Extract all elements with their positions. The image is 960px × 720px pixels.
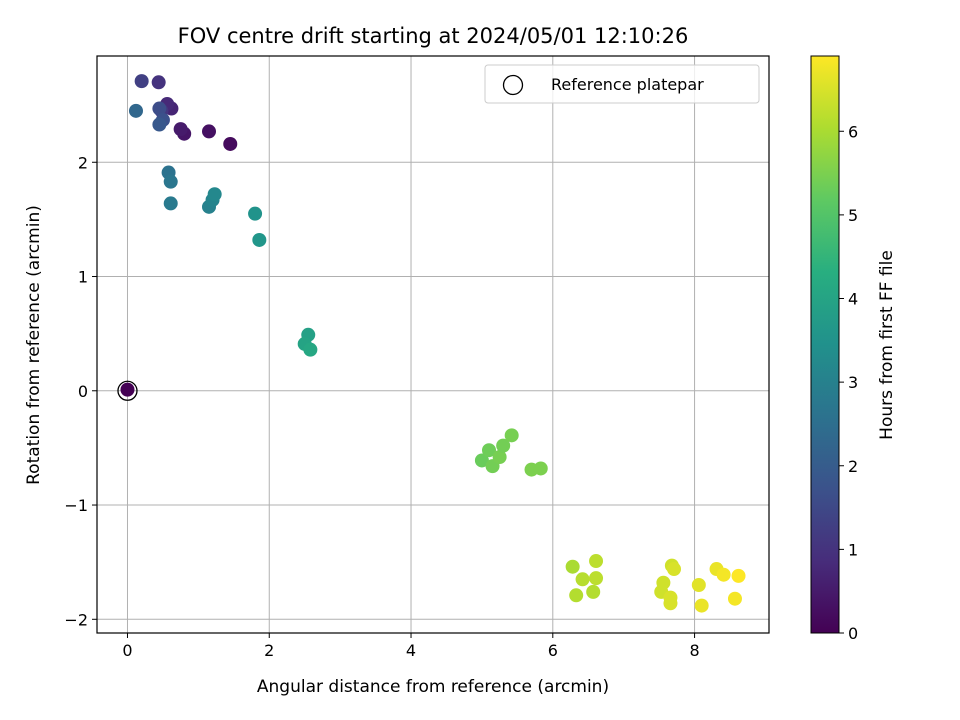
data-point bbox=[656, 575, 671, 590]
reference-platepar-marker bbox=[117, 380, 138, 401]
colorbar-tick-label: 1 bbox=[848, 540, 858, 559]
data-point bbox=[120, 382, 135, 397]
data-point bbox=[691, 578, 706, 593]
colorbar-tick-label: 0 bbox=[848, 624, 858, 643]
data-point bbox=[223, 136, 238, 151]
y-tick-label: 0 bbox=[78, 382, 88, 401]
data-point bbox=[152, 101, 167, 116]
data-point bbox=[575, 572, 590, 587]
colorbar-tick-label: 5 bbox=[848, 206, 858, 225]
y-tick-label: 2 bbox=[78, 153, 88, 172]
y-axis-ticks: −2 −1 0 1 2 bbox=[64, 153, 97, 629]
data-point bbox=[252, 232, 267, 247]
colorbar-tick-label: 3 bbox=[848, 373, 858, 392]
data-point bbox=[667, 562, 682, 577]
data-point bbox=[504, 428, 519, 443]
colorbar: 0 1 2 3 4 5 6 Hours from first FF file bbox=[810, 55, 897, 643]
grid bbox=[97, 56, 769, 633]
data-point bbox=[128, 103, 143, 118]
x-tick-label: 2 bbox=[264, 641, 274, 660]
data-point bbox=[533, 461, 548, 476]
colorbar-tick-label: 6 bbox=[848, 122, 858, 141]
data-point bbox=[565, 559, 580, 574]
data-point bbox=[727, 591, 742, 606]
reference-point bbox=[117, 380, 138, 401]
data-point bbox=[248, 206, 263, 221]
data-point bbox=[716, 567, 731, 582]
colorbar-ticks: 0 1 2 3 4 5 6 bbox=[839, 122, 858, 643]
legend-entry: Reference platepar bbox=[551, 75, 704, 94]
data-point bbox=[134, 74, 149, 89]
y-tick-label: −1 bbox=[64, 496, 88, 515]
data-point bbox=[482, 443, 496, 458]
colorbar-label: Hours from first FF file bbox=[877, 250, 897, 440]
x-tick-label: 8 bbox=[689, 641, 699, 660]
y-tick-label: −2 bbox=[64, 610, 88, 629]
legend: Reference platepar bbox=[484, 64, 760, 104]
data-point bbox=[163, 174, 178, 189]
x-tick-label: 4 bbox=[406, 641, 416, 660]
data-point bbox=[731, 568, 746, 583]
data-point bbox=[569, 588, 584, 603]
data-point bbox=[303, 342, 318, 357]
x-axis-ticks: 0 2 4 6 8 bbox=[122, 633, 700, 660]
y-axis-label: Rotation from reference (arcmin) bbox=[24, 205, 44, 485]
chart-title: FOV centre drift starting at 2024/05/01 … bbox=[178, 24, 689, 48]
data-point bbox=[663, 596, 678, 611]
data-point bbox=[694, 598, 709, 613]
y-tick-label: 1 bbox=[78, 268, 88, 287]
plot-frame bbox=[96, 55, 770, 634]
data-point bbox=[586, 584, 601, 599]
data-point bbox=[492, 450, 507, 465]
legend-box bbox=[484, 64, 760, 104]
x-axis-label: Angular distance from reference (arcmin) bbox=[257, 677, 609, 697]
data-point bbox=[589, 571, 604, 586]
legend-marker bbox=[502, 74, 524, 96]
data-points bbox=[120, 74, 746, 613]
data-point bbox=[474, 453, 489, 468]
data-point bbox=[151, 75, 166, 90]
colorbar-gradient bbox=[810, 55, 840, 634]
data-point bbox=[202, 124, 216, 139]
data-point bbox=[152, 117, 167, 132]
data-point bbox=[163, 196, 178, 211]
colorbar-tick-label: 4 bbox=[848, 290, 858, 309]
colorbar-tick-label: 2 bbox=[848, 457, 858, 476]
data-point bbox=[496, 438, 511, 453]
data-point bbox=[589, 554, 604, 569]
x-tick-label: 6 bbox=[548, 641, 558, 660]
data-point bbox=[207, 187, 222, 202]
data-point bbox=[173, 122, 188, 137]
x-tick-label: 0 bbox=[122, 641, 132, 660]
